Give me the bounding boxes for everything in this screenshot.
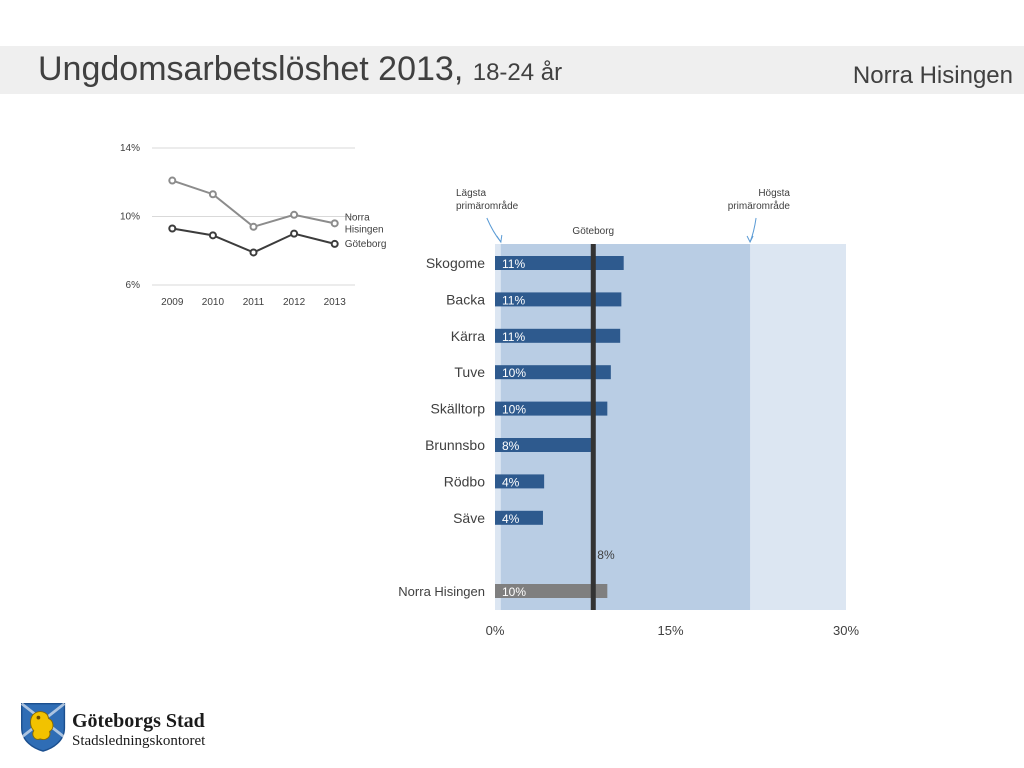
org-unit: Stadsledningskontoret: [72, 733, 206, 749]
bar-value-label: 10%: [502, 366, 526, 380]
data-point: [330, 219, 339, 228]
data-point: [208, 190, 217, 199]
title-text: Ungdomsarbetslöshet 2013,: [38, 50, 464, 88]
x-tick-label: 2013: [324, 297, 347, 308]
data-point: [330, 239, 339, 248]
total-value-label: 10%: [502, 585, 526, 599]
bar-value-label: 4%: [502, 512, 520, 526]
series-label: Norra: [345, 212, 370, 223]
data-point: [249, 248, 258, 257]
reference-value-label: 8%: [597, 548, 615, 562]
series-label: Hisingen: [345, 224, 384, 235]
bar: [495, 256, 624, 270]
data-point: [249, 222, 258, 231]
range-max-label: primärområde: [728, 200, 791, 212]
category-label: Rödbo: [444, 473, 485, 489]
bar: [495, 474, 545, 489]
data-point: [290, 229, 299, 238]
bar: [495, 328, 621, 343]
total-bar: [495, 584, 608, 598]
x-tick-label: 2010: [202, 297, 225, 308]
series-line: [171, 179, 335, 228]
category-label: Säve: [453, 510, 485, 526]
data-point: [208, 231, 217, 240]
series-line: [172, 227, 335, 254]
bar: [495, 365, 611, 380]
range-band: [500, 244, 751, 610]
reference-label: Göteborg: [572, 226, 614, 237]
bar: [495, 438, 591, 452]
y-tick-label: 10%: [120, 212, 140, 223]
title-subtitle: 18-24 år: [472, 59, 563, 86]
bar-value-label: 8%: [502, 439, 520, 453]
bar-value-label: 11%: [502, 293, 525, 307]
category-label: Kärra: [451, 328, 485, 344]
range-min-arrow: [486, 217, 502, 243]
bar: [495, 401, 608, 416]
bar-value-label: 11%: [502, 257, 525, 271]
series-label: Göteborg: [345, 239, 387, 250]
range-max-arrow: [749, 217, 757, 243]
range-max-label: Högsta: [758, 188, 790, 199]
bar: [495, 292, 622, 307]
region-name: Norra Hisingen: [852, 62, 1013, 89]
x-tick-label: 0%: [486, 623, 505, 638]
x-tick-label: 2009: [161, 297, 184, 308]
category-label: Tuve: [454, 364, 485, 380]
range-min-label: Lägsta: [456, 188, 486, 199]
range-min-arrowhead: [496, 234, 503, 244]
bar-value-label: 11%: [502, 330, 525, 344]
y-tick-label: 6%: [126, 280, 141, 291]
data-point: [168, 176, 177, 185]
bar-value-label: 10%: [502, 403, 526, 417]
reference-line: [590, 244, 596, 610]
title-bar: [0, 46, 1024, 94]
x-tick-label: 15%: [657, 623, 683, 638]
range-min-label: primärområde: [456, 200, 519, 212]
category-label: Backa: [446, 291, 485, 307]
x-tick-label: 2012: [283, 297, 306, 308]
category-label: Skogome: [426, 255, 485, 271]
data-point: [290, 210, 299, 219]
org-name: Göteborgs Stad: [72, 710, 205, 732]
city-logo-icon: [20, 702, 66, 752]
x-tick-label: 30%: [833, 623, 859, 638]
data-point: [168, 224, 177, 233]
range-max-arrowhead: [746, 235, 754, 244]
bar-value-label: 4%: [502, 475, 520, 489]
total-category-label: Norra Hisingen: [398, 584, 485, 599]
x-tick-label: 2011: [243, 297, 265, 308]
category-label: Skälltorp: [431, 401, 486, 417]
page-title: Ungdomsarbetslöshet 2013, 18-24 år: [38, 50, 562, 89]
bar: [495, 510, 543, 525]
range-background: [495, 244, 846, 610]
category-label: Brunnsbo: [425, 437, 485, 453]
y-tick-label: 14%: [120, 143, 140, 154]
